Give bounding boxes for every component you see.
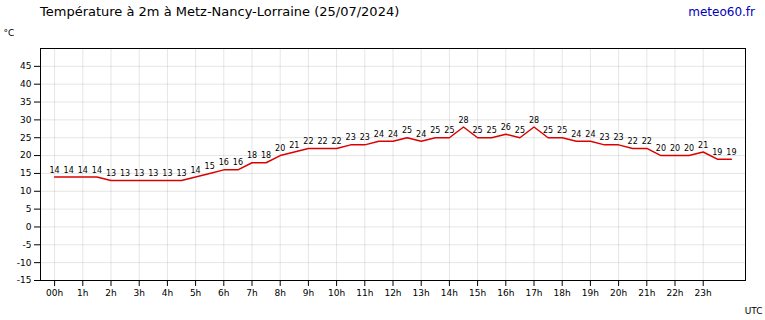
svg-text:22: 22	[642, 137, 652, 146]
svg-text:22: 22	[303, 137, 313, 146]
svg-text:24: 24	[388, 130, 398, 139]
svg-text:0: 0	[26, 222, 32, 232]
svg-text:13: 13	[106, 169, 116, 178]
svg-text:35: 35	[20, 97, 31, 107]
svg-text:15h: 15h	[469, 288, 486, 298]
svg-text:22: 22	[628, 137, 638, 146]
svg-text:25: 25	[515, 126, 525, 135]
svg-text:21: 21	[289, 141, 299, 150]
svg-text:25: 25	[402, 126, 412, 135]
svg-text:16: 16	[219, 158, 229, 167]
svg-text:25: 25	[487, 126, 497, 135]
svg-text:28: 28	[529, 116, 539, 125]
svg-text:13h: 13h	[413, 288, 430, 298]
svg-text:23: 23	[346, 133, 356, 142]
svg-text:19: 19	[712, 148, 722, 157]
svg-text:25: 25	[543, 126, 553, 135]
svg-text:20: 20	[684, 144, 694, 153]
svg-text:19h: 19h	[582, 288, 599, 298]
svg-text:24: 24	[416, 130, 426, 139]
svg-text:40: 40	[20, 79, 32, 89]
svg-text:14: 14	[64, 166, 74, 175]
svg-text:21: 21	[698, 141, 708, 150]
svg-text:15: 15	[20, 168, 31, 178]
svg-text:3h: 3h	[133, 288, 144, 298]
svg-text:20: 20	[275, 144, 285, 153]
svg-text:23: 23	[360, 133, 370, 142]
svg-text:23: 23	[599, 133, 609, 142]
svg-text:16: 16	[233, 158, 243, 167]
svg-text:25: 25	[20, 133, 31, 143]
svg-text:-15: -15	[17, 275, 32, 285]
svg-text:14: 14	[50, 166, 60, 175]
svg-text:13: 13	[162, 169, 172, 178]
svg-text:25: 25	[557, 126, 567, 135]
svg-text:16h: 16h	[497, 288, 514, 298]
svg-text:25: 25	[473, 126, 483, 135]
svg-text:26: 26	[501, 123, 511, 132]
svg-text:13: 13	[134, 169, 144, 178]
svg-text:20h: 20h	[610, 288, 627, 298]
svg-text:24: 24	[374, 130, 384, 139]
svg-text:15: 15	[205, 162, 215, 171]
svg-text:20: 20	[656, 144, 666, 153]
svg-text:5h: 5h	[190, 288, 201, 298]
svg-text:1h: 1h	[77, 288, 88, 298]
svg-text:9h: 9h	[303, 288, 314, 298]
svg-text:14h: 14h	[441, 288, 458, 298]
svg-text:19: 19	[726, 148, 736, 157]
svg-text:5: 5	[26, 204, 32, 214]
svg-text:13: 13	[148, 169, 158, 178]
svg-text:21h: 21h	[638, 288, 655, 298]
svg-text:7h: 7h	[246, 288, 257, 298]
html-text:meteo60.fr: meteo60.fr	[688, 5, 755, 19]
svg-text:-5: -5	[23, 240, 32, 250]
svg-text:UTC: UTC	[745, 306, 763, 316]
svg-text:28: 28	[458, 116, 468, 125]
svg-text:00h: 00h	[46, 288, 63, 298]
svg-text:25: 25	[444, 126, 454, 135]
svg-text:22: 22	[332, 137, 342, 146]
html-text:Température à 2m à Metz-Nancy-: Température à 2m à Metz-Nancy-Lorraine (…	[40, 4, 400, 19]
svg-text:25: 25	[430, 126, 440, 135]
svg-text:13: 13	[120, 169, 130, 178]
svg-text:24: 24	[571, 130, 581, 139]
svg-text:20: 20	[670, 144, 680, 153]
svg-text:30: 30	[20, 115, 32, 125]
svg-text:12h: 12h	[384, 288, 401, 298]
svg-text:23: 23	[614, 133, 624, 142]
svg-text:14: 14	[78, 166, 88, 175]
svg-text:8h: 8h	[274, 288, 285, 298]
svg-text:45: 45	[20, 61, 31, 71]
svg-text:4h: 4h	[162, 288, 173, 298]
svg-text:11h: 11h	[356, 288, 373, 298]
svg-text:18: 18	[247, 151, 257, 160]
svg-text:22: 22	[317, 137, 327, 146]
svg-text:14: 14	[92, 166, 102, 175]
svg-text:10: 10	[20, 186, 32, 196]
svg-text:23h: 23h	[695, 288, 712, 298]
svg-text:22h: 22h	[666, 288, 683, 298]
svg-text:13: 13	[176, 169, 186, 178]
svg-text:-10: -10	[17, 258, 32, 268]
svg-text:24: 24	[585, 130, 595, 139]
svg-text:°C: °C	[4, 28, 15, 38]
svg-text:17h: 17h	[525, 288, 542, 298]
svg-text:10h: 10h	[328, 288, 345, 298]
svg-text:6h: 6h	[218, 288, 229, 298]
svg-text:18: 18	[261, 151, 271, 160]
svg-text:20: 20	[20, 150, 32, 160]
svg-text:2h: 2h	[105, 288, 116, 298]
svg-text:18h: 18h	[554, 288, 571, 298]
svg-text:14: 14	[191, 166, 201, 175]
